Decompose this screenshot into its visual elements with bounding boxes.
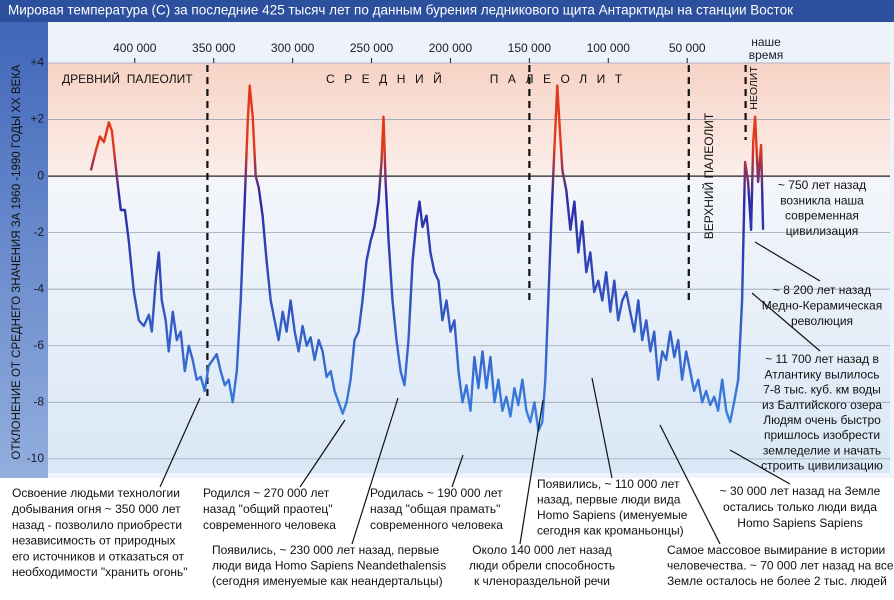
annotation-text: (сегодня именуемые как неандертальцы) — [212, 574, 443, 588]
annotation-text: земледелие и начать — [763, 443, 881, 457]
annotation-text: пришлось изобрести — [764, 428, 880, 442]
annotation-text: современного человека — [370, 518, 503, 532]
x-tick-label: 50 000 — [669, 41, 706, 55]
now-label: время — [749, 48, 783, 62]
y-tick-label: +4 — [30, 55, 44, 69]
y-tick-label: 0 — [37, 168, 44, 182]
y-axis-label: ОТКЛОНЕНИЕ ОТ СРЕДНЕГО ЗНАЧЕНИЯ ЗА 1960 … — [11, 64, 23, 460]
annotation-leader — [299, 419, 346, 488]
x-tick-label: 350 000 — [192, 41, 236, 55]
y-tick-label: -8 — [33, 394, 44, 408]
chart-title: Мировая температура (С) за последние 425… — [8, 3, 793, 18]
annotation-text: ~ 11 700 лет назад в — [765, 352, 879, 366]
annotation-text: назад "общая прамать" — [370, 502, 500, 516]
annotation-leader — [659, 424, 721, 545]
annotation-leader — [751, 292, 821, 352]
annotation-text: Родилась ~ 190 000 лет — [370, 486, 503, 500]
annotation-text: строить цивилизацию — [761, 459, 883, 473]
annotation-leader — [159, 397, 201, 488]
annotation-text: Самое массовое вымирание в истории — [667, 543, 885, 557]
y-tick-label: -4 — [33, 281, 44, 295]
annotation-text: революция — [791, 314, 853, 328]
annotation-text: Людям очень быстро — [763, 413, 881, 427]
annotation-text: 7-8 тыс. куб. км воды — [763, 383, 881, 397]
title-bar — [0, 0, 894, 22]
annotation-text: независимость от природных — [12, 534, 175, 548]
annotation-text: его источников и отказаться от — [12, 549, 185, 563]
annotation-text: Земле осталось не более 2 тыс. людей — [667, 574, 887, 588]
annotation-text: люди вида Homo Sapiens Neandethalensis — [212, 559, 446, 573]
annotation-leader — [754, 241, 821, 282]
annotation-leader — [451, 454, 464, 488]
x-tick-label: 100 000 — [587, 41, 631, 55]
annotation-leader — [729, 449, 791, 485]
annotation-text: возникла наша — [780, 193, 864, 207]
annotation-text: остались только люди вида — [723, 500, 877, 514]
x-tick-label: 400 000 — [113, 41, 157, 55]
annotation-text: назад, первые люди вида — [537, 493, 681, 507]
annotation-text: добывания огня ~ 350 000 лет — [12, 502, 181, 516]
annotation-text: назад "общий праотец" — [203, 502, 333, 516]
annotation-text: цивилизация — [786, 224, 859, 238]
annotation-text: Появились, ~ 110 000 лет — [537, 477, 680, 491]
annotation-leader — [591, 377, 613, 479]
notes-area — [0, 478, 894, 600]
period-label: НЕОЛИТ — [748, 66, 760, 110]
y-tick-label: +2 — [30, 112, 44, 126]
annotation-text: ~ 30 000 лет назад на Земле — [720, 484, 881, 498]
annotation-text: люди обрели способность — [469, 559, 615, 573]
annotation-text: необходимости "хранить огонь" — [12, 565, 188, 579]
x-tick-label: 200 000 — [429, 41, 473, 55]
y-tick-label: -10 — [27, 451, 45, 465]
annotation-text: Родился ~ 270 000 лет — [203, 486, 330, 500]
annotation-leader — [351, 397, 399, 545]
annotation-text: современная — [785, 209, 859, 223]
now-label: наше — [751, 35, 781, 49]
temperature-line — [89, 84, 765, 432]
annotation-text: Атлантику вылилось — [765, 367, 880, 381]
annotation-text: Освоение людьми технологии — [12, 486, 180, 500]
period-label: ДРЕВНИЙ ПАЛЕОЛИТ — [62, 71, 193, 86]
period-label: СРЕДНИЙ ПАЛЕОЛИТ — [326, 71, 632, 86]
x-tick-label: 150 000 — [508, 41, 552, 55]
annotation-text: Homo Sapiens (именуемые — [537, 508, 688, 522]
annotation-text: сегодня как кроманьонцы) — [537, 524, 684, 538]
annotation-text: ~ 750 лет назад — [778, 178, 866, 192]
annotation-text: из Балтийского озера — [762, 398, 882, 412]
period-label: ВЕРХНИЙ ПАЛЕОЛИТ — [701, 112, 716, 239]
annotation-text: Появились, ~ 230 000 лет назад, первые — [212, 543, 440, 557]
y-tick-label: -6 — [33, 338, 44, 352]
annotation-text: Около 140 000 лет назад — [472, 543, 611, 557]
annotation-text: современного человека — [203, 518, 336, 532]
x-tick-label: 250 000 — [350, 41, 394, 55]
annotation-text: назад - позволило приобрести — [12, 518, 182, 532]
x-tick-label: 300 000 — [271, 41, 315, 55]
annotation-leader — [519, 399, 544, 545]
annotation-text: Медно-Керамическая — [762, 299, 882, 313]
annotation-text: к членораздельной речи — [474, 574, 610, 588]
annotation-text: Homo Sapiens Sapiens — [737, 516, 862, 530]
annotation-text: человечества. ~ 70 000 лет назад на всей — [667, 559, 894, 573]
y-tick-label: -2 — [33, 225, 44, 239]
annotation-text: ~ 8 200 лет назад — [773, 283, 871, 297]
